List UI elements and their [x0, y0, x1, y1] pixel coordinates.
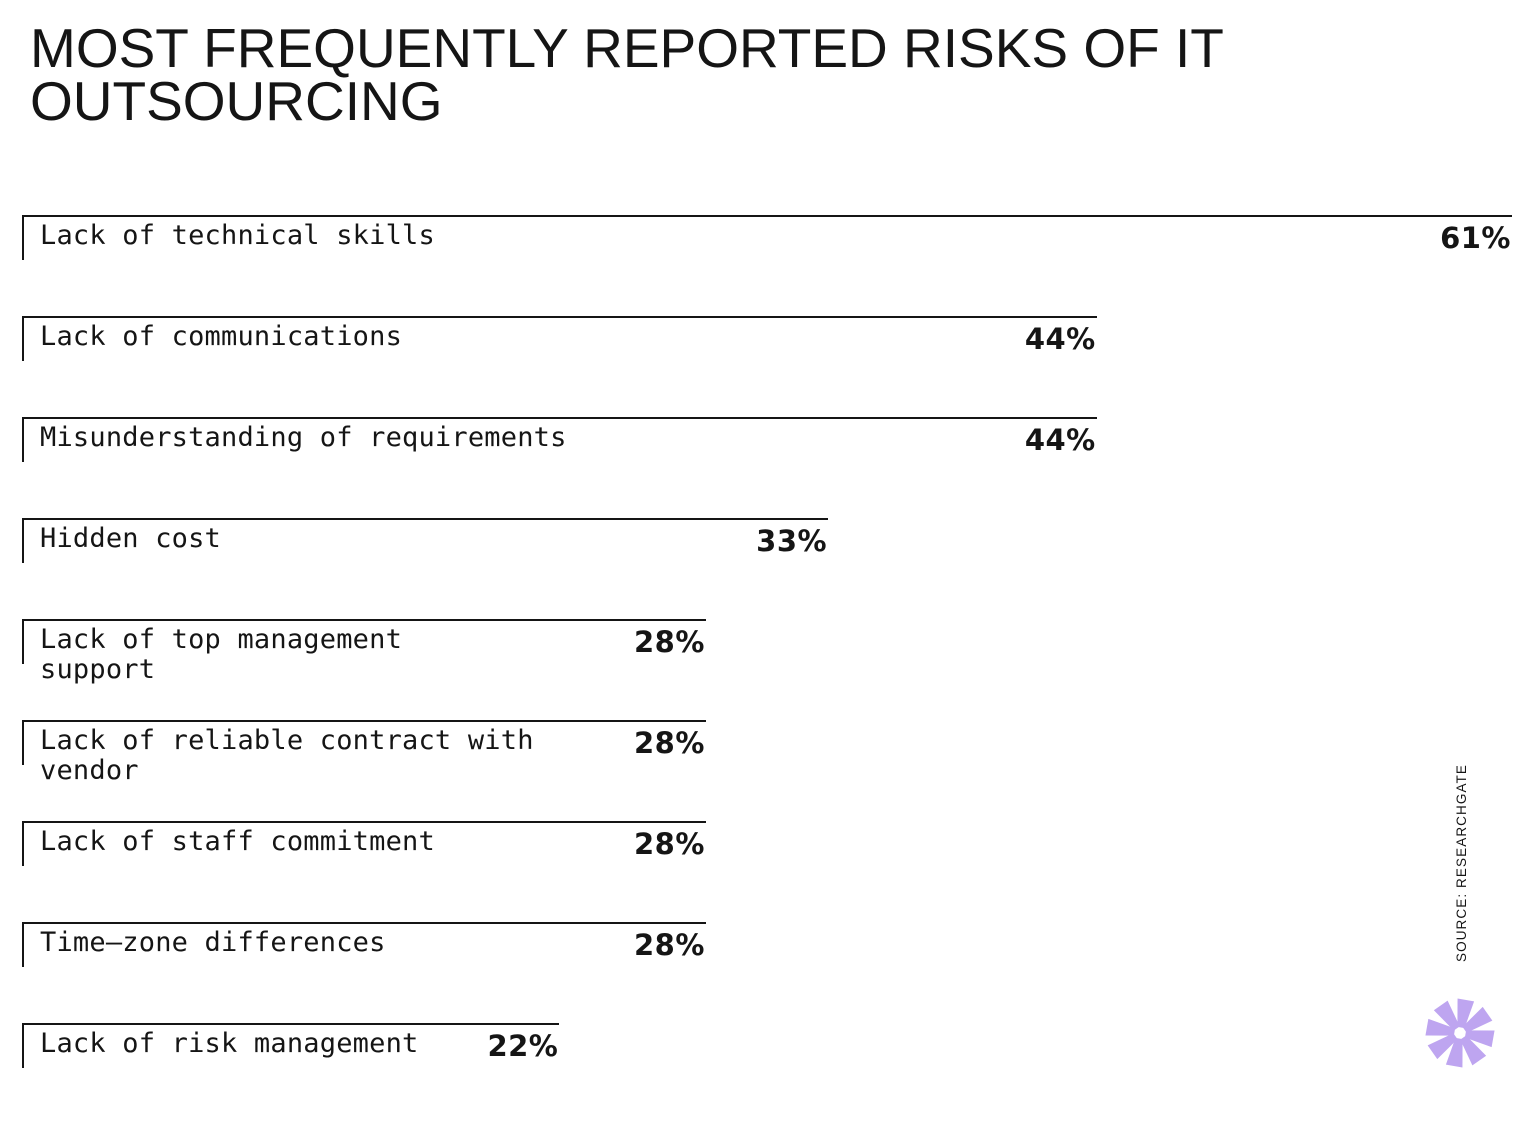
asterisk-logo-icon	[1425, 998, 1495, 1068]
category-label: Lack of reliable contract with vendor	[40, 725, 534, 787]
value-label: 33%	[756, 524, 828, 558]
category-label: Lack of risk management	[40, 1028, 419, 1059]
chart-row: 61% Lack of technical skills	[22, 215, 1512, 316]
source-credit: SOURCE: RESEARCHGATE	[1454, 763, 1469, 962]
bar-outline: 22%	[22, 1023, 560, 1068]
chart-row: 28% Lack of reliable contract with vendor	[22, 720, 1512, 821]
category-label: Lack of staff commitment	[40, 826, 435, 857]
asterisk-logo	[1420, 993, 1500, 1073]
value-label: 28%	[634, 625, 705, 659]
category-label: Lack of top management support	[40, 624, 403, 686]
bar-outline: 28%	[22, 922, 706, 967]
value-label: 44%	[1024, 322, 1096, 356]
value-label: 28%	[634, 827, 705, 861]
chart-row: 44% Misunderstanding of requirements	[22, 417, 1512, 518]
bar-outline: 44%	[22, 417, 1097, 462]
value-label: 28%	[634, 726, 705, 760]
value-label: 28%	[634, 928, 705, 962]
category-label: Misunderstanding of requirements	[40, 422, 567, 453]
bar-outline: 44%	[22, 316, 1097, 361]
chart-row: 22% Lack of risk management	[22, 1023, 1512, 1124]
chart-row: 28% Lack of staff commitment	[22, 821, 1512, 922]
chart-row: 33% Hidden cost	[22, 518, 1512, 619]
bar-outline: 28%	[22, 821, 706, 866]
chart-row: 28% Time–zone differences	[22, 922, 1512, 1023]
bar-outline: 28%	[22, 619, 706, 664]
value-label: 61%	[1440, 221, 1511, 255]
chart-row: 28% Lack of top management support	[22, 619, 1512, 720]
value-label: 44%	[1024, 423, 1096, 457]
bar-outline: 33%	[22, 518, 829, 563]
category-label: Lack of communications	[40, 321, 403, 352]
chart-row: 44% Lack of communications	[22, 316, 1512, 417]
bar-outline: 28%	[22, 720, 706, 765]
chart-title: MOST FREQUENTLY REPORTED RISKS OF IT OUT…	[30, 17, 1224, 132]
value-label: 22%	[487, 1029, 559, 1063]
category-label: Time–zone differences	[40, 927, 386, 958]
bar-chart: 61% Lack of technical skills 44% Lack of co…	[22, 215, 1512, 1124]
category-label: Hidden cost	[40, 523, 222, 554]
category-label: Lack of technical skills	[40, 220, 435, 251]
bar-outline: 61%	[22, 215, 1512, 260]
